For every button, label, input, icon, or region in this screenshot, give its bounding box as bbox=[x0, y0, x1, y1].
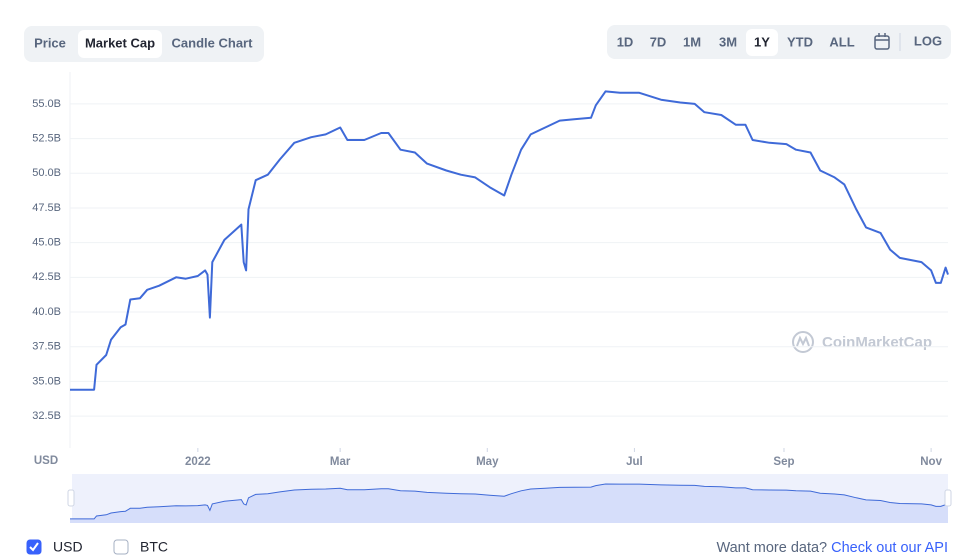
active-range-bg bbox=[746, 29, 778, 56]
currency-label[interactable]: USD bbox=[53, 539, 83, 555]
checkbox[interactable] bbox=[113, 539, 129, 555]
navigator-handle[interactable] bbox=[67, 489, 75, 507]
navigator-line bbox=[70, 483, 949, 520]
range-button[interactable]: 1Y bbox=[754, 34, 770, 49]
footer: Want more data? Check out our API bbox=[716, 540, 948, 556]
y-tick-label: 32.5B bbox=[32, 410, 61, 422]
range-bar bbox=[607, 25, 951, 59]
market-cap-line bbox=[70, 90, 949, 391]
y-tick-label: 50.0B bbox=[32, 167, 61, 179]
x-tick-label: 2022 bbox=[185, 456, 211, 468]
y-tick-label: 55.0B bbox=[32, 98, 61, 110]
y-axis-label: USD bbox=[34, 455, 58, 467]
x-tick-label: Sep bbox=[773, 456, 794, 468]
x-tick-label: Jul bbox=[626, 456, 643, 468]
range-button[interactable]: 1D bbox=[617, 34, 634, 49]
calendar-button[interactable] bbox=[874, 33, 890, 50]
range-button[interactable]: 1M bbox=[683, 34, 701, 49]
x-tick-label: May bbox=[476, 456, 499, 468]
range-button[interactable]: 7D bbox=[650, 34, 667, 49]
y-tick-label: 35.0B bbox=[32, 375, 61, 387]
tab[interactable]: Price bbox=[34, 35, 66, 50]
watermark: CoinMarketCap bbox=[822, 334, 932, 351]
watermark-logo bbox=[792, 331, 814, 353]
currency-label[interactable]: BTC bbox=[140, 539, 168, 555]
x-tick-label: Mar bbox=[330, 456, 351, 468]
y-tick-label: 45.0B bbox=[32, 237, 61, 249]
y-tick-label: 52.5B bbox=[32, 133, 61, 145]
footer-link[interactable]: Check out our API bbox=[831, 540, 948, 556]
navigator-area bbox=[70, 484, 948, 523]
y-tick-label: 42.5B bbox=[32, 271, 61, 283]
log-toggle[interactable]: LOG bbox=[914, 33, 942, 48]
x-tick-label: Nov bbox=[920, 456, 942, 468]
navigator-handle[interactable] bbox=[944, 489, 952, 507]
checkmark bbox=[29, 542, 39, 552]
range-button[interactable]: 3M bbox=[719, 34, 737, 49]
tab[interactable]: Candle Chart bbox=[172, 35, 254, 50]
y-tick-label: 37.5B bbox=[32, 341, 61, 353]
tab[interactable]: Market Cap bbox=[85, 35, 155, 50]
y-tick-label: 40.0B bbox=[32, 306, 61, 318]
active-tab-bg bbox=[78, 30, 162, 58]
range-button[interactable]: YTD bbox=[787, 34, 813, 49]
y-tick-label: 47.5B bbox=[32, 202, 61, 214]
range-button[interactable]: ALL bbox=[829, 34, 854, 49]
footer-prompt: Want more data? bbox=[716, 540, 827, 556]
